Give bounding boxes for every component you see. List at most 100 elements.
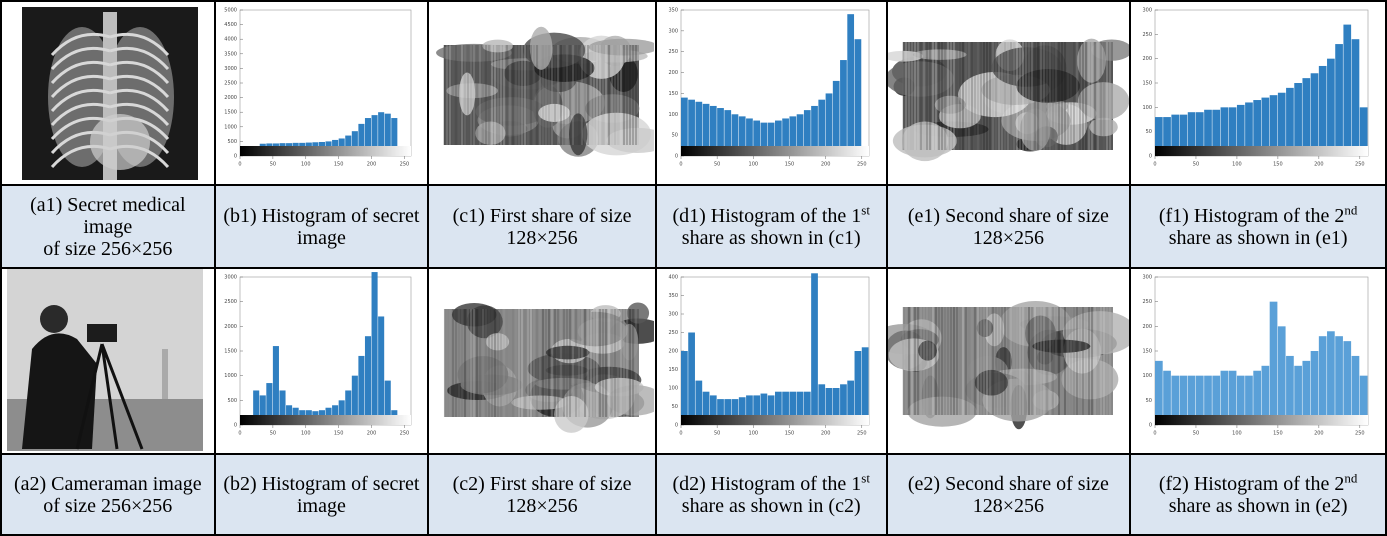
panel [888,2,1129,184]
caption-text: (a2) Cameraman image of size 256×256 [14,473,202,517]
image-cell: 050100150200250300350400050100150200250 [657,269,886,453]
y-tick-label: 100 [668,386,678,392]
y-tick-label: 200 [1143,324,1153,330]
caption-segment: (a1) Secret medical image of size 256×25… [30,194,185,260]
caption-text: (d1) Histogram of the 1st share as shown… [663,205,880,249]
x-tick-label: 150 [785,431,795,437]
share-blob [554,396,588,433]
x-tick-label: 100 [748,431,758,437]
heart [90,114,150,170]
caption-segment: (d2) Histogram of the 1 [672,473,861,495]
superscript: st [861,202,870,217]
caption: (d2) Histogram of the 1st share as shown… [657,455,886,534]
bar [1352,39,1360,156]
bar [854,351,861,425]
coat [22,333,97,449]
x-tick-label: 50 [1193,162,1199,168]
y-tick-label: 150 [1143,81,1153,87]
bar [378,316,384,425]
y-tick-label: 300 [668,28,678,34]
x-tick-label: 0 [679,431,682,437]
bar [1295,83,1303,156]
x-tick-label: 250 [857,162,867,168]
caption-segment: share as shown in (e2) [1169,495,1348,517]
y-tick-label: 250 [1143,32,1153,38]
caption-text: (c1) First share of size 128×256 [435,205,649,249]
caption-segment: (c1) First share of size 128×256 [453,205,632,249]
y-tick-label: 2500 [224,299,237,305]
caption-segment: (f1) Histogram of the 2 [1159,205,1345,227]
panel [2,269,213,453]
y-tick-label: 3000 [224,66,237,72]
caption: (c2) First share of size 128×256 [429,455,655,534]
y-tick-label: 500 [227,398,237,404]
x-tick-label: 250 [399,162,409,168]
image-cell: 050010001500200025003000050100150200250 [216,269,428,453]
caption: (e1) Second share of size 128×256 [888,186,1130,267]
caption-text: (c2) First share of size 128×256 [435,473,649,517]
y-tick-label: 2000 [224,324,237,330]
y-tick-label: 0 [233,423,236,429]
colorbar [681,146,869,156]
superscript: nd [1344,202,1357,217]
x-tick-label: 200 [366,162,376,168]
panel: 050100150200250300050100150200250 [1131,2,1384,184]
caption: (a2) Cameraman image of size 256×256 [2,455,214,534]
panel [429,2,654,184]
caption-segment: (a2) Cameraman image of size 256×256 [14,473,202,517]
bar [811,273,818,425]
caption: (a1) Secret medical image of size 256×25… [2,186,214,267]
superscript: nd [1344,470,1357,485]
caption-segment: (e2) Second share of size 128×256 [908,473,1109,517]
caption: (f2) Histogram of the 2nd share as shown… [1131,455,1385,534]
x-tick-label: 50 [1193,431,1199,437]
x-tick-label: 200 [366,431,376,437]
y-tick-label: 1500 [224,110,237,116]
y-tick-label: 200 [668,349,678,355]
x-tick-label: 250 [1355,431,1365,437]
bar [1327,59,1335,156]
caption-segment: (e1) Second share of size 128×256 [908,205,1109,249]
y-tick-label: 500 [227,139,237,145]
y-tick-label: 0 [233,154,236,160]
caption-segment: (f2) Histogram of the 2 [1159,473,1345,495]
x-tick-label: 100 [301,431,311,437]
y-tick-label: 50 [672,404,678,410]
image-cell: 050100150200250300050100150200250 [1131,269,1385,453]
y-tick-label: 300 [668,312,678,318]
bar [1286,356,1294,425]
camera [87,324,117,342]
x-tick-label: 0 [1154,431,1157,437]
caption: (e2) Second share of size 128×256 [888,455,1130,534]
caption-text: (a1) Secret medical image of size 256×25… [8,194,208,260]
bar [358,356,364,425]
x-tick-label: 0 [679,162,682,168]
caption: (f1) Histogram of the 2nd share as shown… [1131,186,1385,267]
bar [862,347,869,425]
bar [840,60,847,156]
image-cell [429,269,655,453]
caption-text: (b2) Histogram of secret image [222,473,422,517]
bar [833,81,840,156]
colorbar [240,415,411,425]
caption-segment: (b1) Histogram of secret image [223,205,419,249]
caption-text: (e2) Second share of size 128×256 [894,473,1124,517]
bar [1335,336,1343,425]
y-tick-label: 5000 [224,8,237,14]
x-tick-label: 200 [1314,431,1324,437]
caption-segment: share as shown in (c1) [682,227,861,249]
bar [688,333,695,426]
tower [162,349,168,399]
x-tick-label: 200 [821,431,831,437]
y-tick-label: 200 [668,70,678,76]
caption: (c1) First share of size 128×256 [429,186,655,267]
caption-segment: (b2) Histogram of secret image [223,473,419,517]
caption-segment: (c2) First share of size 128×256 [453,473,632,517]
x-tick-label: 250 [1355,162,1365,168]
share-blob [459,72,475,115]
bar [1319,66,1327,156]
y-tick-label: 250 [668,330,678,336]
